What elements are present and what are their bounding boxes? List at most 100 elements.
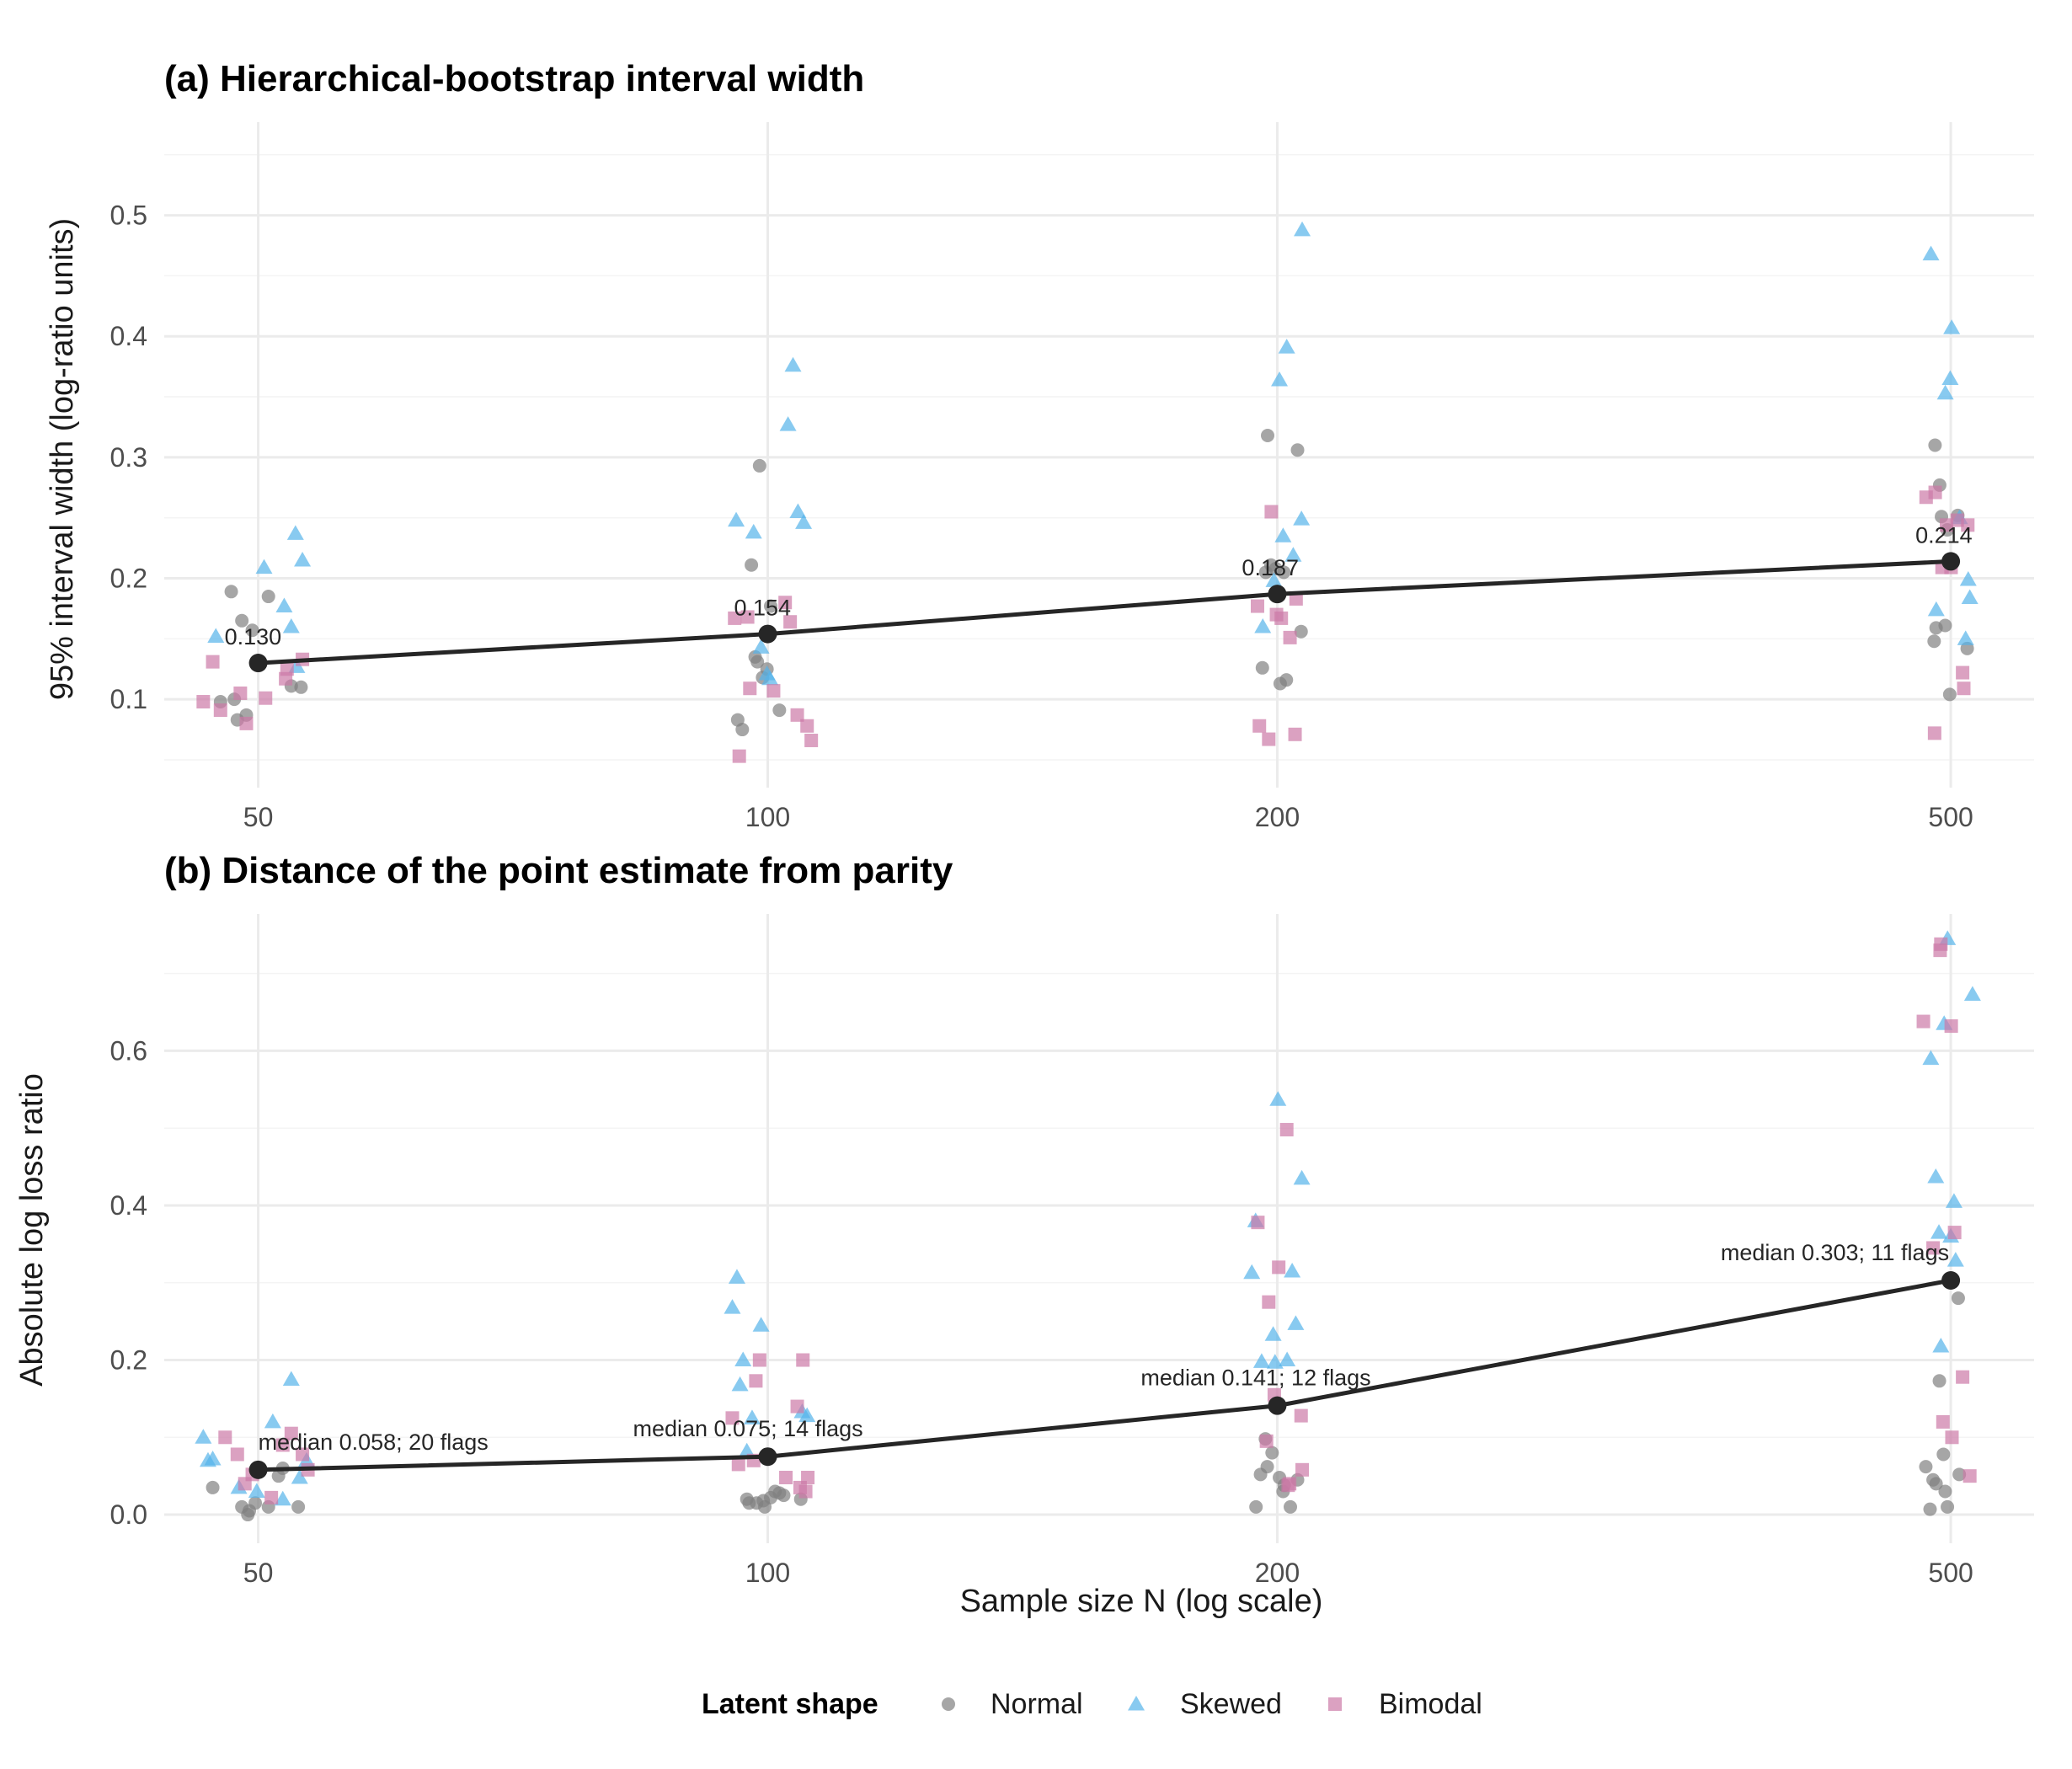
skewed-point [752,639,770,654]
bimodal-point [804,733,819,747]
median-trend-line [258,1278,1952,1472]
skewed-point [255,558,273,575]
legend-key-skewed [1128,1696,1145,1711]
skewed-point [1279,1351,1296,1367]
skewed-point [1265,572,1283,587]
legend-item-normal: Normal [942,1688,1083,1720]
y-tick-label: 0.1 [110,684,147,714]
y-tick-label: 0.6 [110,1035,147,1066]
skewed-point [1943,319,1961,334]
skewed-point [734,1351,752,1367]
y-tick-label: 0.2 [110,564,147,594]
skewed-point [1941,370,1959,386]
skewed-point [1294,221,1311,237]
legend-label-bimodal: Bimodal [1379,1688,1482,1720]
bimodal-point [1259,1434,1274,1448]
skewed-point [1271,371,1289,387]
normal-point [1942,687,1957,702]
normal-point [1938,1484,1952,1499]
normal-legend-marker [942,1697,955,1711]
normal-point [294,680,308,694]
skewed-point [1927,1168,1945,1184]
skewed-point [1961,589,1979,604]
bimodal-point [1950,513,1964,527]
x-tick-label: 50 [243,1558,274,1588]
normal-point [245,623,259,638]
skewed-point [1957,630,1974,645]
bimodal-point [1944,1019,1958,1034]
bimodal-point [1262,1295,1276,1309]
skewed-point [1922,245,1940,261]
y-tick-label: 0.5 [110,200,147,231]
panel-b: (b) Distance of the point estimate from … [14,850,2034,1619]
bimodal-point [296,1447,310,1462]
skewed-point [1293,1169,1311,1185]
bimodal-point [801,1470,815,1484]
normal-point [745,558,759,572]
bimodal-point [1269,607,1284,622]
normal-point [261,590,275,604]
bimodal-point [1963,1469,1977,1483]
median-annotation: 0.187 [1242,555,1299,580]
skewed-point [724,1299,741,1314]
bimodal-point [1940,518,1954,532]
panel-b-title: (b) Distance of the point estimate from … [164,850,953,891]
bimodal-point [284,1426,298,1440]
skewed-point [1284,1262,1301,1278]
normal-point [752,458,766,473]
normal-point [1952,1467,1967,1482]
normal-point [1294,624,1308,639]
legend-item-bimodal: Bimodal [1328,1688,1482,1720]
skewed-point [779,416,797,431]
y-tick-label: 0.4 [110,1190,147,1221]
bimodal-point [798,1484,813,1499]
skewed-point [728,1269,745,1284]
bimodal-point [743,681,757,696]
panel-a-grid [164,122,2034,788]
median-annotation: 0.130 [225,624,282,649]
bimodal-point [1934,937,1948,951]
bimodal-point [206,655,220,669]
skewed-point [728,511,745,527]
skewed-point [291,1468,308,1484]
skewed-point [743,1409,761,1424]
bimodal-point [239,716,254,730]
x-tick-label: 200 [1255,1558,1300,1588]
bimodal-point [740,610,755,624]
x-tick-label: 200 [1255,802,1300,832]
normal-point [1277,565,1291,580]
normal-point [1936,1447,1951,1462]
normal-point [1951,1291,1965,1306]
bimodal-point [1251,1216,1265,1230]
skewed-point [195,1429,212,1444]
panel-b-points [195,930,1981,1522]
normal-point [1927,634,1941,649]
bimodal-point [790,708,804,722]
legend-label-normal: Normal [991,1688,1083,1720]
bimodal-point [1289,591,1303,606]
bimodal-legend-marker [1328,1697,1342,1711]
normal-point [750,655,765,669]
normal-point [1279,673,1294,687]
skewed-point [1922,1050,1940,1066]
skewed-point [1266,1354,1284,1369]
bimodal-point [1279,1123,1294,1137]
bimodal-point [218,1430,232,1445]
skewed-point [1947,1252,1964,1267]
bimodal-point [725,1411,740,1425]
skewed-point [1930,1224,1948,1239]
bimodal-point [1957,681,1971,696]
skewed-point [286,525,304,540]
bimodal-point [1926,1241,1941,1255]
normal-point [1265,1446,1279,1460]
bimodal-point [1916,1014,1930,1029]
median-annotation: median 0.075; 14 flags [633,1416,862,1441]
bimodal-point [1288,727,1302,741]
panel-b-y-axis-title: Absolute log loss ratio [14,1073,50,1387]
legend-key-bimodal [1328,1697,1342,1711]
skewed-point [248,1483,265,1499]
skewed-point [1936,384,1954,400]
y-tick-label: 0.3 [110,442,147,473]
bimodal-point [230,1447,244,1462]
